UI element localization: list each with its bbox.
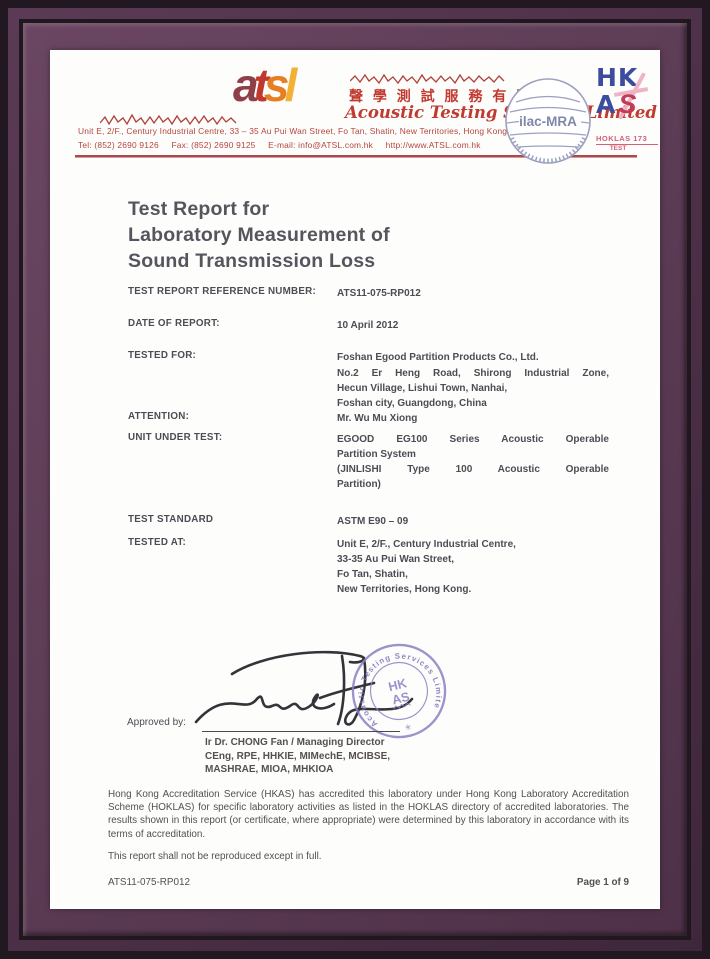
report-title-line1: Test Report for bbox=[128, 198, 270, 220]
hoklas-test-label: TEST bbox=[609, 144, 627, 152]
field-value: 10 April 2012 bbox=[337, 320, 399, 331]
field-label: TESTED FOR: bbox=[128, 350, 197, 361]
picture-frame-groove: atsl 聲 學 測 試 服 務 有 限 公 司 Acoustic Testin… bbox=[19, 19, 691, 940]
picture-frame-bevel: atsl 聲 學 測 試 服 務 有 限 公 司 Acoustic Testin… bbox=[8, 8, 702, 951]
stamp-center-as: AS bbox=[390, 689, 411, 708]
hkas-letters-hk: HK bbox=[596, 63, 639, 92]
report-title-line3: Sound Transmission Loss bbox=[128, 250, 376, 272]
approver-name: Ir Dr. CHONG Fan / Managing Director bbox=[205, 737, 385, 748]
tested-at-line2: 33-35 Au Pui Wan Street, bbox=[337, 554, 455, 565]
header-divider bbox=[75, 155, 637, 158]
waveform-zigzag-top-icon bbox=[350, 73, 505, 85]
hkas-logo: HK AS HOKLAS 173 TEST bbox=[596, 63, 658, 152]
client-address-line2: Hecun Village, Lishui Town, Nanhai, bbox=[337, 383, 508, 394]
field-label: TEST REPORT REFERENCE NUMBER: bbox=[128, 286, 316, 297]
signature bbox=[194, 650, 414, 726]
unit-under-test-line1: EGOOD EG100 Series Acoustic Operable bbox=[337, 434, 609, 445]
unit-under-test-line2: Partition System bbox=[337, 449, 416, 460]
field-label: TESTED AT: bbox=[128, 537, 187, 548]
page-number: Page 1 of 9 bbox=[576, 877, 629, 888]
field-label: DATE OF REPORT: bbox=[128, 318, 220, 329]
waveform-zigzag-left-icon bbox=[100, 113, 237, 126]
client-address-line1: No.2 Er Heng Road, Shirong Industrial Zo… bbox=[337, 368, 609, 379]
report-page: atsl 聲 學 測 試 服 務 有 限 公 司 Acoustic Testin… bbox=[50, 50, 660, 909]
field-label: TEST STANDARD bbox=[128, 514, 214, 525]
field-value: Foshan Egood Partition Products Co., Ltd… bbox=[337, 352, 539, 363]
picture-frame-inner: atsl 聲 學 測 試 服 務 有 限 公 司 Acoustic Testin… bbox=[23, 23, 687, 936]
approver-credentials-line2: MASHRAE, MIOA, MHKIOA bbox=[205, 764, 334, 775]
report-title-line2: Laboratory Measurement of bbox=[128, 224, 390, 246]
hkas-letter-s: S bbox=[618, 88, 637, 119]
atsl-letter-l: l bbox=[284, 59, 298, 111]
field-label: UNIT UNDER TEST: bbox=[128, 432, 223, 443]
field-value: ASTM E90 – 09 bbox=[337, 516, 409, 527]
atsl-logo: atsl bbox=[233, 59, 298, 111]
report-title: Test Report for Laboratory Measurement o… bbox=[128, 196, 390, 274]
tested-at-line3: Fo Tan, Shatin, bbox=[337, 569, 408, 580]
company-address: Unit E, 2/F., Century Industrial Centre,… bbox=[78, 126, 508, 136]
atsl-letter-s: s bbox=[263, 59, 289, 111]
ilac-mra-logo: ilac-MRA bbox=[505, 78, 591, 164]
field-label: ATTENTION: bbox=[128, 411, 190, 422]
field-value: ATS11-075-RP012 bbox=[337, 288, 421, 299]
footer-reference-row: ATS11-075-RP012 Page 1 of 9 bbox=[108, 877, 629, 888]
atsl-letter-a: a bbox=[233, 59, 258, 111]
approver-credentials-line1: CEng, RPE, HHKIE, MIMechE, MCIBSE, bbox=[205, 750, 391, 762]
unit-under-test-line4: Partition) bbox=[337, 479, 381, 490]
reproduction-note: This report shall not be reproduced exce… bbox=[108, 851, 322, 862]
hkas-letter-a: A bbox=[596, 89, 617, 119]
stamp-center-hk: HK bbox=[387, 675, 409, 694]
tested-at-line4: New Territories, Hong Kong. bbox=[337, 584, 472, 595]
stamp-star: ✳ bbox=[404, 722, 413, 732]
company-contact: Tel: (852) 2690 9126 Fax: (852) 2690 912… bbox=[78, 140, 481, 150]
signature-line bbox=[202, 731, 400, 732]
tested-at-line1: Unit E, 2/F., Century Industrial Centre, bbox=[337, 539, 516, 550]
report-reference-number: ATS11-075-RP012 bbox=[108, 877, 190, 888]
atsl-letter-t: t bbox=[253, 59, 269, 111]
ilac-mra-label: ilac-MRA bbox=[519, 114, 577, 129]
approved-by-label: Approved by: bbox=[127, 717, 186, 728]
accreditation-statement: Hong Kong Accreditation Service (HKAS) h… bbox=[108, 789, 629, 840]
field-value: Mr. Wu Mu Xiong bbox=[337, 413, 418, 424]
hoklas-scheme-label: HOKLAS 173 bbox=[596, 134, 658, 145]
approver-identity: Ir Dr. CHONG Fan / Managing Director CEn… bbox=[205, 736, 390, 777]
client-address-line3: Foshan city, Guangdong, China bbox=[337, 398, 487, 409]
unit-under-test-line3: (JINLISHI Type 100 Acoustic Operable bbox=[337, 464, 609, 475]
